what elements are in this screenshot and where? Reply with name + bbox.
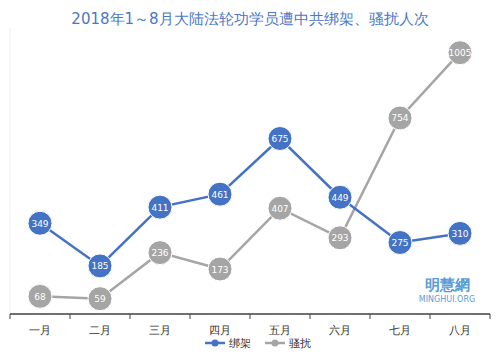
x-tick-label: 五月: [269, 324, 291, 337]
x-tick-label: 七月: [389, 324, 411, 337]
series-marker: [28, 284, 52, 308]
series-marker: [148, 241, 172, 265]
data-label: 411: [151, 203, 168, 213]
data-label: 407: [271, 204, 288, 214]
data-labels: 68 59 236 173 407 293 754 1005 349 185 411 461 675 44…: [31, 48, 471, 304]
data-label: 310: [451, 229, 468, 239]
series-line: [40, 139, 460, 266]
x-tick: [70, 314, 71, 319]
plot-area: [28, 41, 472, 311]
x-tick: [490, 314, 491, 319]
series-marker: [328, 185, 352, 209]
data-label: 349: [31, 219, 48, 229]
data-label: 275: [391, 238, 408, 248]
x-tick: [10, 314, 11, 319]
data-label: 68: [34, 292, 46, 302]
series-marker: [88, 287, 112, 311]
series-marker: [388, 106, 412, 130]
x-tick-label: 一月: [29, 324, 51, 337]
series-marker: [28, 211, 52, 235]
series-marker: [448, 41, 472, 65]
x-tick-label: 二月: [89, 324, 111, 337]
series-marker: [268, 127, 292, 151]
data-label: 185: [91, 261, 108, 271]
legend-label: 骚扰: [289, 337, 311, 350]
watermark: MINGHUI.ORG: [419, 295, 475, 304]
series-marker: [148, 195, 172, 219]
x-tick: [310, 314, 311, 319]
title: 2018年1～8月大陆法轮功学员遭中共绑架、骚扰人次: [71, 10, 428, 28]
series-marker: [208, 182, 232, 206]
x-tick-label: 三月: [149, 324, 171, 337]
series-marker: [448, 221, 472, 245]
data-label: 675: [271, 134, 288, 144]
legend-label: 绑架: [229, 337, 251, 350]
series-marker: [328, 226, 352, 250]
x-tick-label: 四月: [209, 324, 231, 337]
chart-root: 2018年1～8月大陆法轮功学员遭中共绑架、骚扰人次一月 二月 三月 四月 五月 六月 七月…: [0, 0, 500, 357]
legend-marker: [212, 340, 219, 347]
data-label: 173: [211, 265, 228, 275]
x-tick-label: 八月: [449, 324, 471, 337]
x-tick: [130, 314, 131, 319]
y-axis-line: [10, 28, 11, 314]
x-tick: [370, 314, 371, 319]
x-tick: [190, 314, 191, 319]
series-marker: [208, 257, 232, 281]
x-tick: [430, 314, 431, 319]
chart-svg: 2018年1～8月大陆法轮功学员遭中共绑架、骚扰人次一月 二月 三月 四月 五月 六月 七月…: [0, 0, 500, 357]
data-label: 1005: [449, 48, 472, 58]
data-label: 293: [331, 233, 348, 243]
series-marker: [388, 231, 412, 255]
series-line: [40, 53, 460, 299]
data-label: 461: [211, 190, 228, 200]
data-label: 754: [391, 113, 408, 123]
series-marker: [268, 196, 292, 220]
data-label: 449: [331, 193, 348, 203]
data-label: 59: [94, 294, 106, 304]
x-tick-label: 六月: [329, 324, 351, 337]
legend-marker: [272, 340, 279, 347]
data-label: 236: [151, 248, 168, 258]
x-tick: [250, 314, 251, 319]
series-marker: [88, 254, 112, 278]
watermark: 明慧網: [425, 276, 470, 294]
